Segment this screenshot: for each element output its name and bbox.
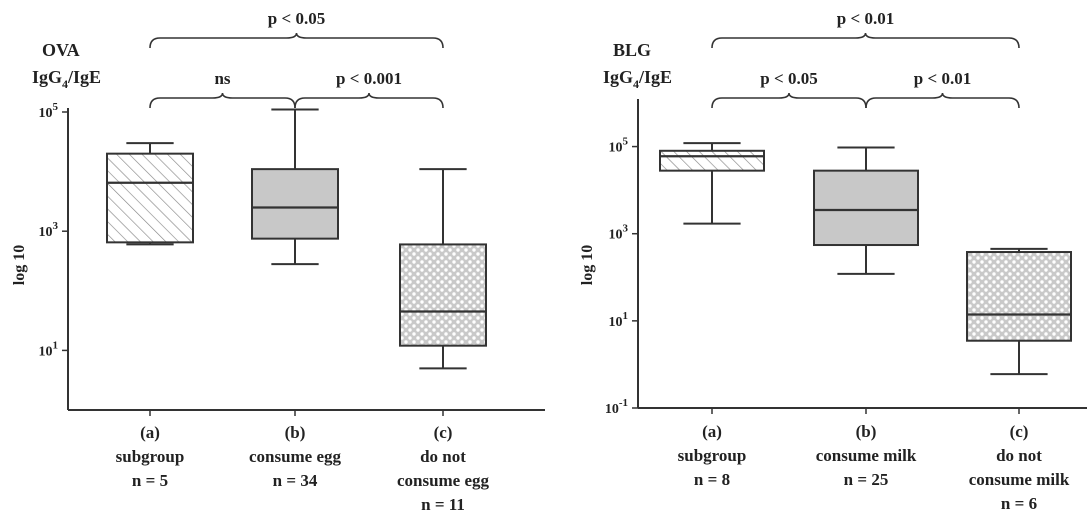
y-tick-label: 101 — [609, 310, 629, 330]
y-tick-exponent: 1 — [623, 310, 629, 322]
category-label: do not — [996, 446, 1042, 465]
category-label: n = 8 — [694, 470, 730, 489]
title-text: IgG — [32, 67, 62, 87]
significance-bracket — [865, 92, 1020, 109]
y-axis-label: log 10 — [11, 245, 28, 285]
category-letter: (c) — [1010, 422, 1029, 441]
category-letter: (c) — [434, 423, 453, 442]
category-label: consume egg — [397, 471, 490, 490]
box-iqr — [966, 251, 1072, 342]
chart-title-line-1: BLG — [613, 40, 651, 60]
category-label: consume egg — [249, 447, 342, 466]
box-gray — [813, 146, 919, 275]
box-iqr — [251, 168, 339, 240]
y-tick-exponent: 5 — [623, 136, 629, 148]
y-tick-exponent: 5 — [53, 101, 59, 113]
box-dots — [399, 168, 487, 370]
y-tick-label: 103 — [39, 220, 59, 240]
title-text: IgG — [603, 67, 633, 87]
category-letter: (b) — [856, 422, 877, 441]
y-tick-label: 105 — [39, 101, 59, 121]
y-tick-label: 103 — [609, 223, 629, 243]
category-label: consume milk — [969, 470, 1070, 489]
category-letter: (a) — [702, 422, 722, 441]
chart-title-line-2: IgG4/IgE — [603, 67, 672, 91]
title-text: /IgE — [638, 67, 672, 87]
y-tick-base: 10 — [39, 225, 53, 240]
y-tick-label: 105 — [609, 136, 629, 156]
category-label: n = 11 — [421, 495, 465, 514]
y-tick-base: 10 — [609, 141, 623, 156]
significance-bracket — [149, 32, 444, 49]
significance-bracket — [711, 32, 1020, 49]
category-letter: (a) — [140, 423, 160, 442]
significance-label: ns — [214, 69, 230, 88]
category-label: subgroup — [116, 447, 185, 466]
y-tick-exponent: 3 — [53, 220, 59, 232]
box-gray — [251, 108, 339, 266]
significance-label: p < 0.01 — [837, 9, 894, 28]
significance-bracket — [711, 92, 867, 109]
y-tick-label: 10-1 — [605, 397, 628, 417]
box-hatch — [106, 142, 194, 246]
y-tick-exponent: 1 — [53, 339, 59, 351]
chart-title-line-1: OVA — [42, 40, 80, 60]
significance-label: p < 0.05 — [268, 9, 325, 28]
box-dots — [966, 247, 1072, 376]
chart-title-line-2: IgG4/IgE — [32, 67, 101, 91]
title-subscript: 4 — [633, 77, 639, 91]
y-tick-base: 10 — [609, 228, 623, 243]
significance-bracket — [149, 92, 296, 109]
category-label: do not — [420, 447, 466, 466]
significance-label: p < 0.01 — [914, 69, 971, 88]
box-iqr — [659, 149, 765, 172]
y-tick-base: 10 — [39, 344, 53, 359]
y-axis-label: log 10 — [579, 245, 596, 285]
y-tick-base: 10 — [605, 402, 619, 417]
box-iqr — [399, 243, 487, 347]
significance-bracket — [294, 92, 444, 109]
box-iqr — [106, 152, 194, 244]
category-label: n = 6 — [1001, 494, 1037, 513]
category-letter: (b) — [285, 423, 306, 442]
y-tick-exponent: 3 — [623, 223, 629, 235]
category-label: consume milk — [816, 446, 917, 465]
y-tick-base: 10 — [609, 315, 623, 330]
title-subscript: 4 — [62, 77, 68, 91]
box-iqr — [813, 169, 919, 247]
y-tick-base: 10 — [39, 106, 53, 121]
significance-label: p < 0.05 — [760, 69, 817, 88]
category-label: n = 5 — [132, 471, 168, 490]
significance-label: p < 0.001 — [336, 69, 402, 88]
category-label: subgroup — [678, 446, 747, 465]
y-tick-label: 101 — [39, 339, 59, 359]
category-label: n = 34 — [273, 471, 318, 490]
category-label: n = 25 — [844, 470, 889, 489]
y-tick-exponent: -1 — [619, 397, 628, 409]
title-text: /IgE — [67, 67, 101, 87]
box-hatch — [659, 142, 765, 225]
